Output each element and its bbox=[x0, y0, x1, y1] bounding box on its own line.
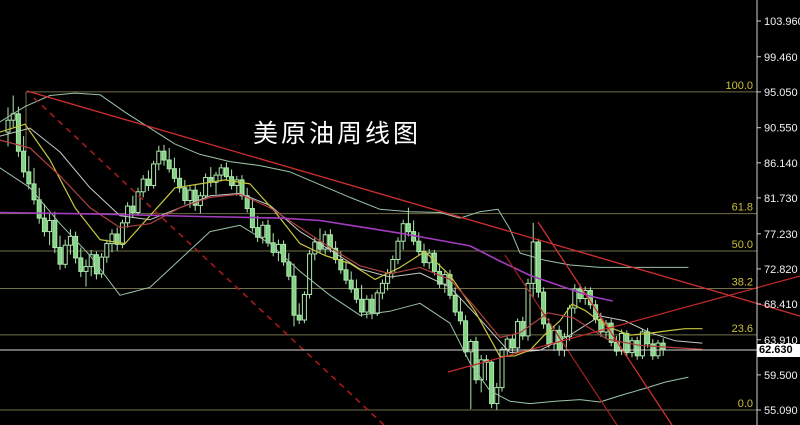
axis-tick-label: 81.730 bbox=[764, 193, 798, 205]
trendline-layer bbox=[26, 90, 800, 425]
axis-tick-label: 77.230 bbox=[764, 229, 798, 241]
axis-tick-label: 90.550 bbox=[764, 123, 798, 135]
axis-tick-label: 86.140 bbox=[764, 158, 798, 170]
axis-tick-label: 55.090 bbox=[764, 405, 798, 417]
fib-label-100.0: 100.0 bbox=[725, 80, 753, 92]
axis-tick-label: 95.050 bbox=[764, 87, 798, 99]
axis-tick-label: 99.460 bbox=[764, 52, 798, 64]
dashed-downtrend-line bbox=[33, 97, 385, 425]
axis-tick-label: 72.820 bbox=[764, 264, 798, 276]
fib-retracement-layer: 100.0 61.8 50.0 38.2 23.6 0.0 bbox=[0, 80, 757, 411]
axis-tick-label: 68.410 bbox=[764, 299, 798, 311]
steep-downtrend-line-2 bbox=[504, 254, 618, 425]
last-price-badge: 62.630 bbox=[757, 344, 800, 357]
fib-label-38.2: 38.2 bbox=[732, 277, 753, 289]
major-downtrend-line bbox=[26, 90, 800, 317]
rising-wedge-line bbox=[447, 275, 800, 373]
steep-downtrend-line bbox=[537, 221, 673, 425]
price-axis[interactable]: 103.960 99.460 95.050 90.550 86.140 81.730 77.… bbox=[756, 0, 800, 425]
fib-label-50.0: 50.0 bbox=[732, 239, 753, 251]
fib-label-61.8: 61.8 bbox=[732, 202, 753, 214]
fib-label-0.0: 0.0 bbox=[738, 398, 753, 410]
axis-tick-label: 63.910 bbox=[764, 335, 798, 347]
chart-title: 美原油周线图 bbox=[253, 119, 422, 148]
fib-label-23.6: 23.6 bbox=[732, 323, 753, 335]
axis-tick-label: 59.500 bbox=[764, 370, 798, 382]
axis-tick-label: 103.960 bbox=[764, 16, 800, 28]
